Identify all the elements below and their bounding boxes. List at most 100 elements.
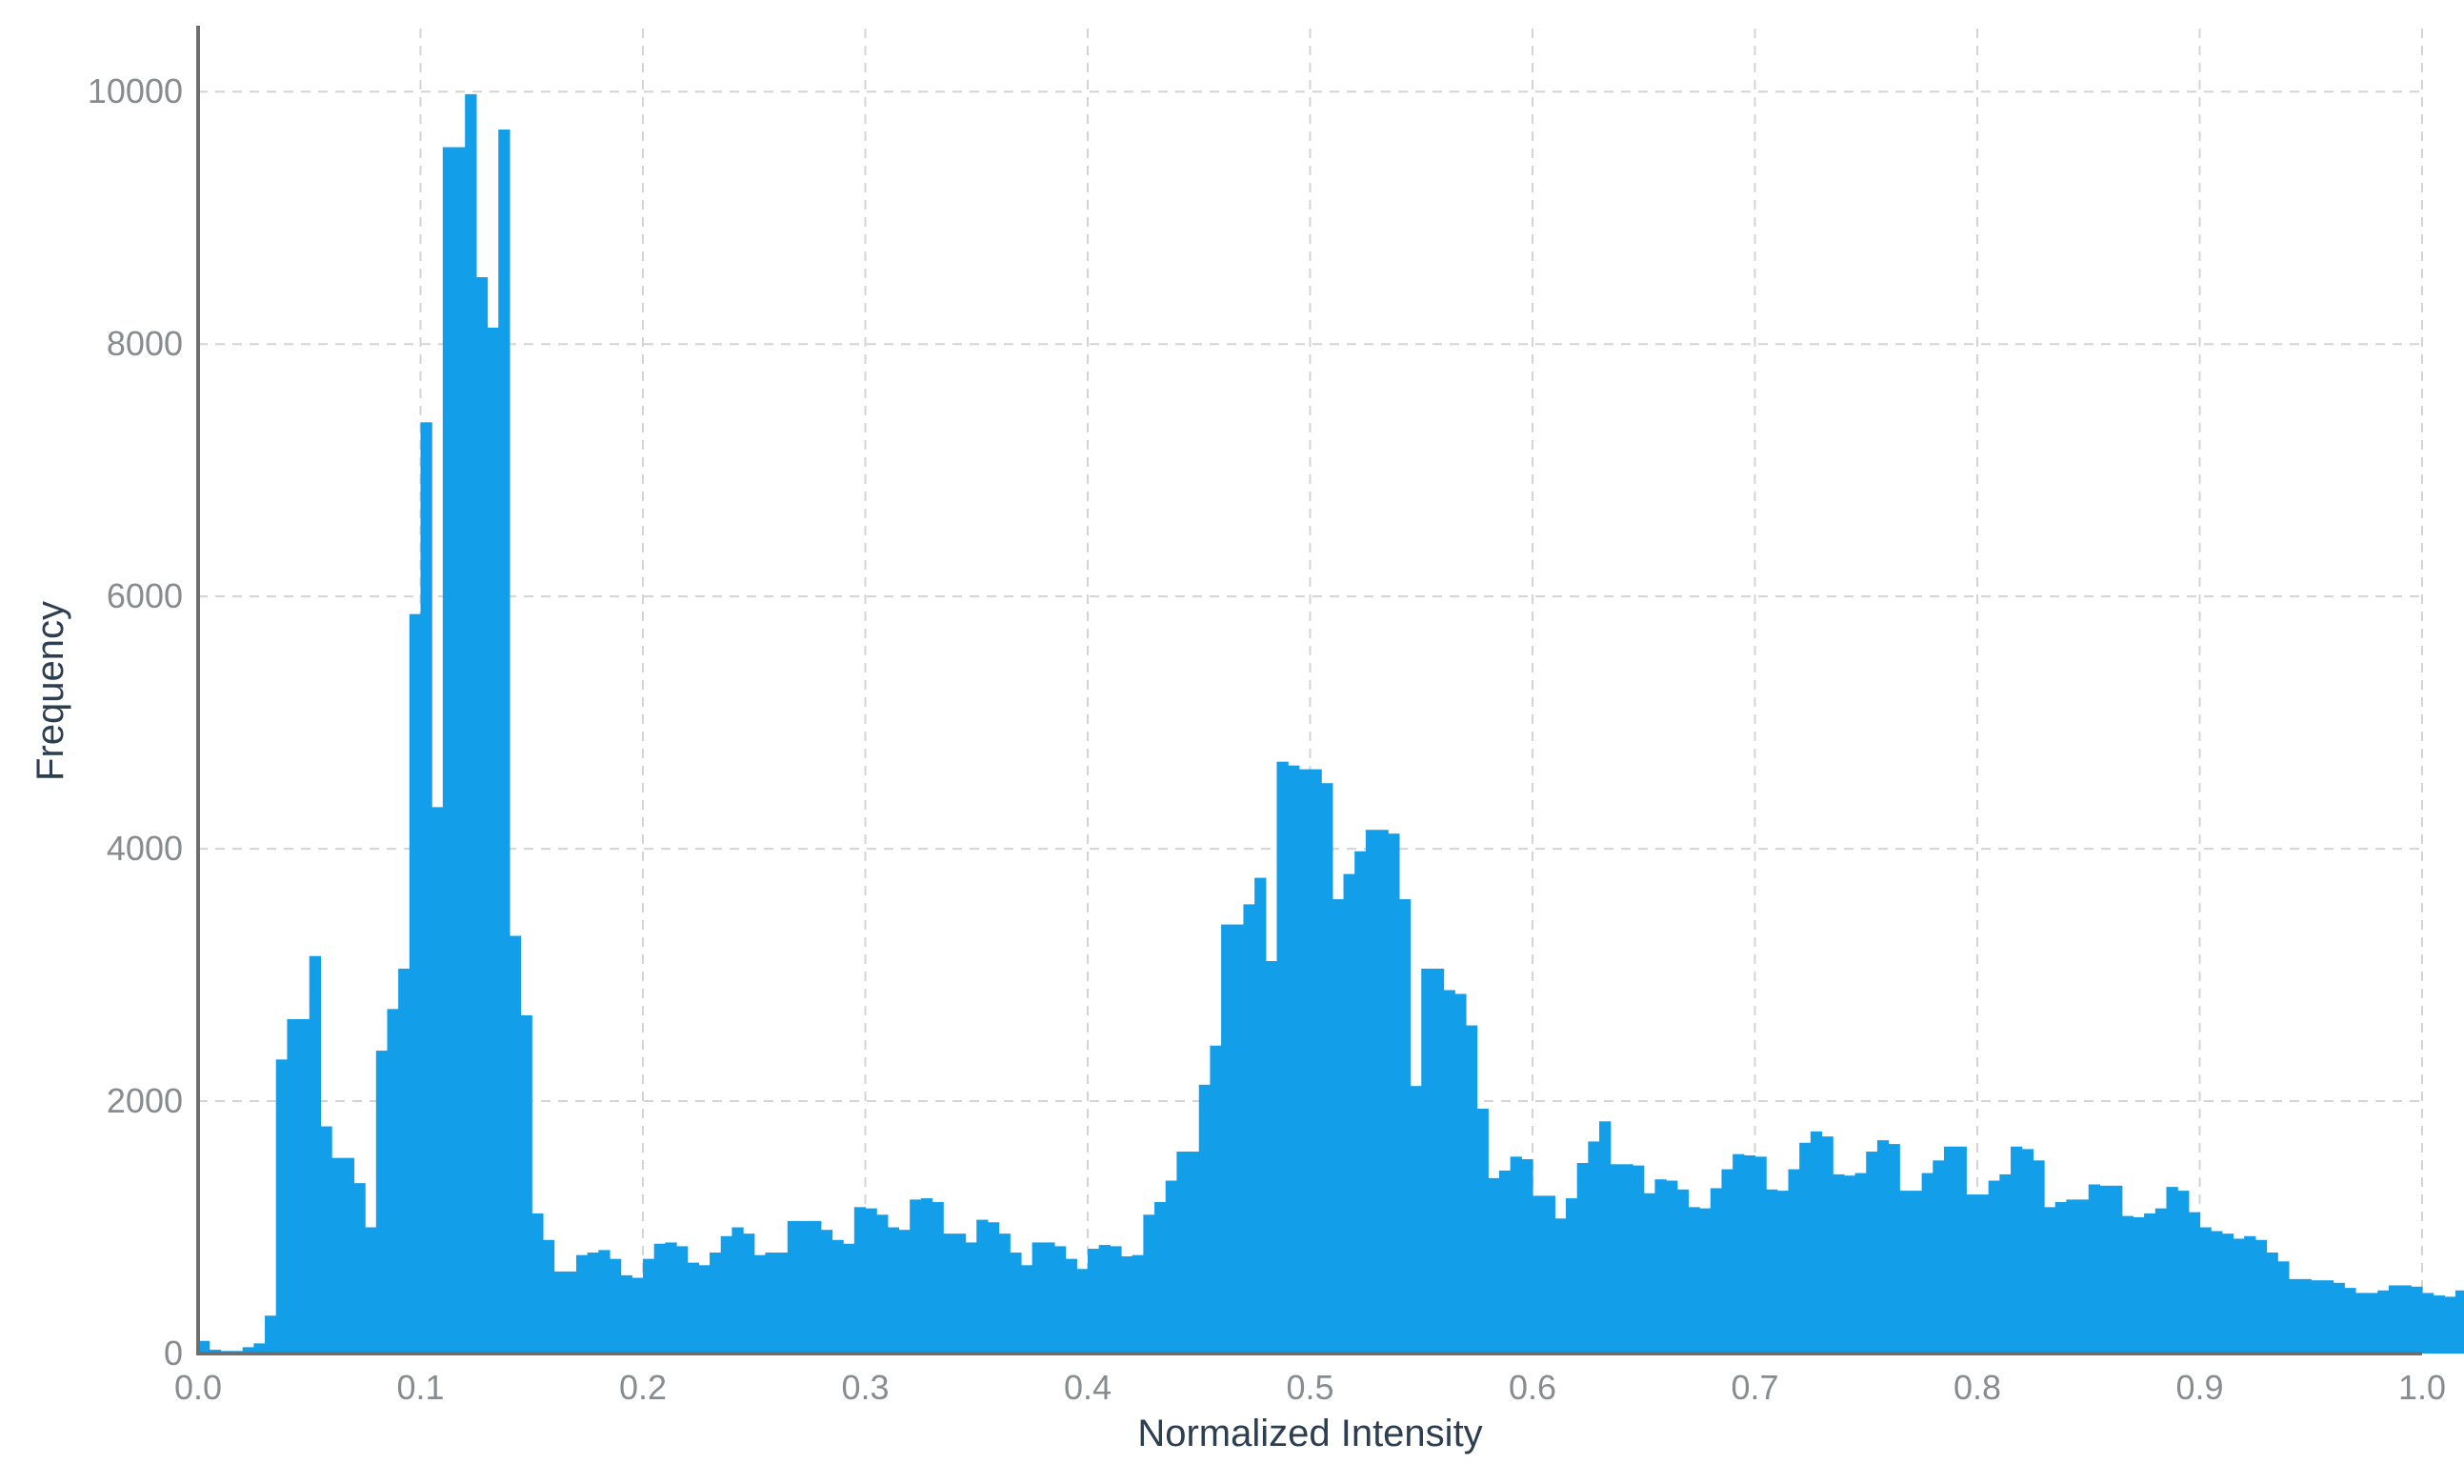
x-tick-label: 1.0 (2398, 1368, 2446, 1407)
histogram-bar (720, 1235, 732, 1354)
histogram-bar (2399, 1285, 2412, 1354)
histogram-bar (1354, 851, 1367, 1354)
histogram-bar (565, 1271, 577, 1354)
histogram-bar (1221, 924, 1233, 1354)
histogram-bar (2254, 1239, 2268, 1354)
histogram-bar (2321, 1280, 2334, 1354)
histogram-bar (1254, 877, 1267, 1354)
histogram-bar (2277, 1261, 2290, 1354)
histogram-bar (2177, 1191, 2190, 1354)
histogram-bar (242, 1347, 254, 1354)
histogram-bar (353, 1183, 366, 1354)
x-tick-label: 0.3 (841, 1368, 889, 1407)
histogram-bar (2455, 1290, 2464, 1354)
histogram-bar (265, 1315, 277, 1354)
histogram-bar (710, 1253, 722, 1354)
histogram-bar (253, 1343, 266, 1354)
histogram-bar (810, 1220, 822, 1354)
histogram-bar (475, 276, 489, 1354)
histogram-bar (1321, 783, 1333, 1354)
histogram-bar (1821, 1136, 1833, 1354)
histogram-bar (731, 1227, 744, 1354)
histogram-bar (409, 613, 422, 1354)
histogram-bar (676, 1246, 689, 1354)
y-tick-label: 0 (164, 1334, 183, 1373)
histogram-bar (453, 147, 466, 1354)
histogram-bar (1988, 1180, 2000, 1354)
histogram-bar (2311, 1280, 2323, 1354)
histogram-bar (1910, 1191, 1923, 1354)
tick-labels: 0.0 0.1 0.2 0.3 0.4 0.5 0.6 0.7 0.8 0.9 1.0 0 2000 40… (88, 71, 2446, 1407)
x-tick-label: 0.4 (1064, 1368, 1112, 1407)
histogram-bar (932, 1202, 944, 1354)
y-tick-label: 4000 (107, 829, 183, 868)
histogram-bar (953, 1233, 967, 1354)
histogram-bar (2188, 1212, 2201, 1354)
histogram-bar (1198, 1084, 1212, 1354)
histogram-bar (1288, 765, 1300, 1354)
histogram-bar (2144, 1213, 2156, 1354)
histogram-bar (1132, 1254, 1144, 1354)
histogram-bar (1754, 1156, 1767, 1354)
histogram-bar (1188, 1152, 1200, 1354)
histogram-bar (1721, 1169, 1733, 1354)
histogram-bar (1733, 1153, 1745, 1354)
histogram-bar (1643, 1193, 1656, 1354)
histogram-bar (998, 1233, 1011, 1354)
histogram-bar (1576, 1162, 1589, 1354)
histogram-bar (320, 1126, 332, 1354)
histogram-bar (2444, 1296, 2456, 1354)
histogram-bar (1633, 1165, 1645, 1354)
histogram-bar (1599, 1121, 1612, 1354)
histogram-bar (287, 1018, 299, 1354)
histogram-bar (1977, 1194, 1990, 1354)
histogram-bar (2221, 1233, 2234, 1354)
histogram-bar (1676, 1189, 1690, 1354)
histogram-bar (1999, 1173, 2012, 1354)
histogram-bar (2366, 1293, 2378, 1354)
histogram-bar (1943, 1146, 1956, 1354)
histogram-bar (387, 1009, 399, 1354)
histogram-bar (1532, 1195, 1545, 1354)
histogram-bar (1743, 1155, 1756, 1354)
histogram-bar (275, 1059, 288, 1354)
histogram-bar (2288, 1278, 2301, 1354)
histogram-bar (1699, 1208, 1712, 1354)
histogram-bar (853, 1207, 867, 1354)
histogram-bar (2433, 1295, 2445, 1354)
histogram-bar (1454, 993, 1467, 1354)
histogram-bar (2354, 1293, 2368, 1354)
histogram-bar (2054, 1202, 2067, 1354)
histogram-bar (1688, 1207, 1700, 1354)
histogram-bar (831, 1239, 844, 1354)
histogram-bar (987, 1222, 1000, 1354)
histogram-bar (1432, 968, 1445, 1354)
histogram-bar (743, 1233, 755, 1354)
histogram-bar (1799, 1142, 1812, 1354)
histogram-bar (2388, 1285, 2401, 1354)
histogram-bar (398, 968, 411, 1354)
histogram-bar (1465, 1025, 1478, 1354)
x-tick-label: 0.7 (1731, 1368, 1778, 1407)
y-tick-label: 10000 (88, 71, 183, 110)
histogram-bar (2021, 1149, 2033, 1354)
histogram-bar (2411, 1286, 2423, 1354)
histogram-bar (1310, 769, 1322, 1354)
histogram-bar (1243, 904, 1255, 1354)
histogram-bar (509, 935, 522, 1354)
histogram-bar (1265, 960, 1278, 1354)
histogram-bar (575, 1254, 589, 1354)
histogram-bar (1833, 1173, 1845, 1354)
histogram-bar (1343, 873, 1355, 1354)
histogram-bar (2033, 1160, 2045, 1354)
histogram-bar (1588, 1141, 1600, 1354)
histogram-bar (1610, 1164, 1622, 1354)
histogram-bar (1154, 1202, 1167, 1354)
histogram-bar (1076, 1269, 1089, 1354)
histogram-bar (431, 807, 444, 1354)
histogram-bar (1543, 1195, 1555, 1354)
histogram-bar (1566, 1198, 1578, 1354)
histogram-bar (1510, 1156, 1522, 1354)
histogram-bar (2166, 1187, 2178, 1354)
histogram-bar (2111, 1185, 2123, 1354)
